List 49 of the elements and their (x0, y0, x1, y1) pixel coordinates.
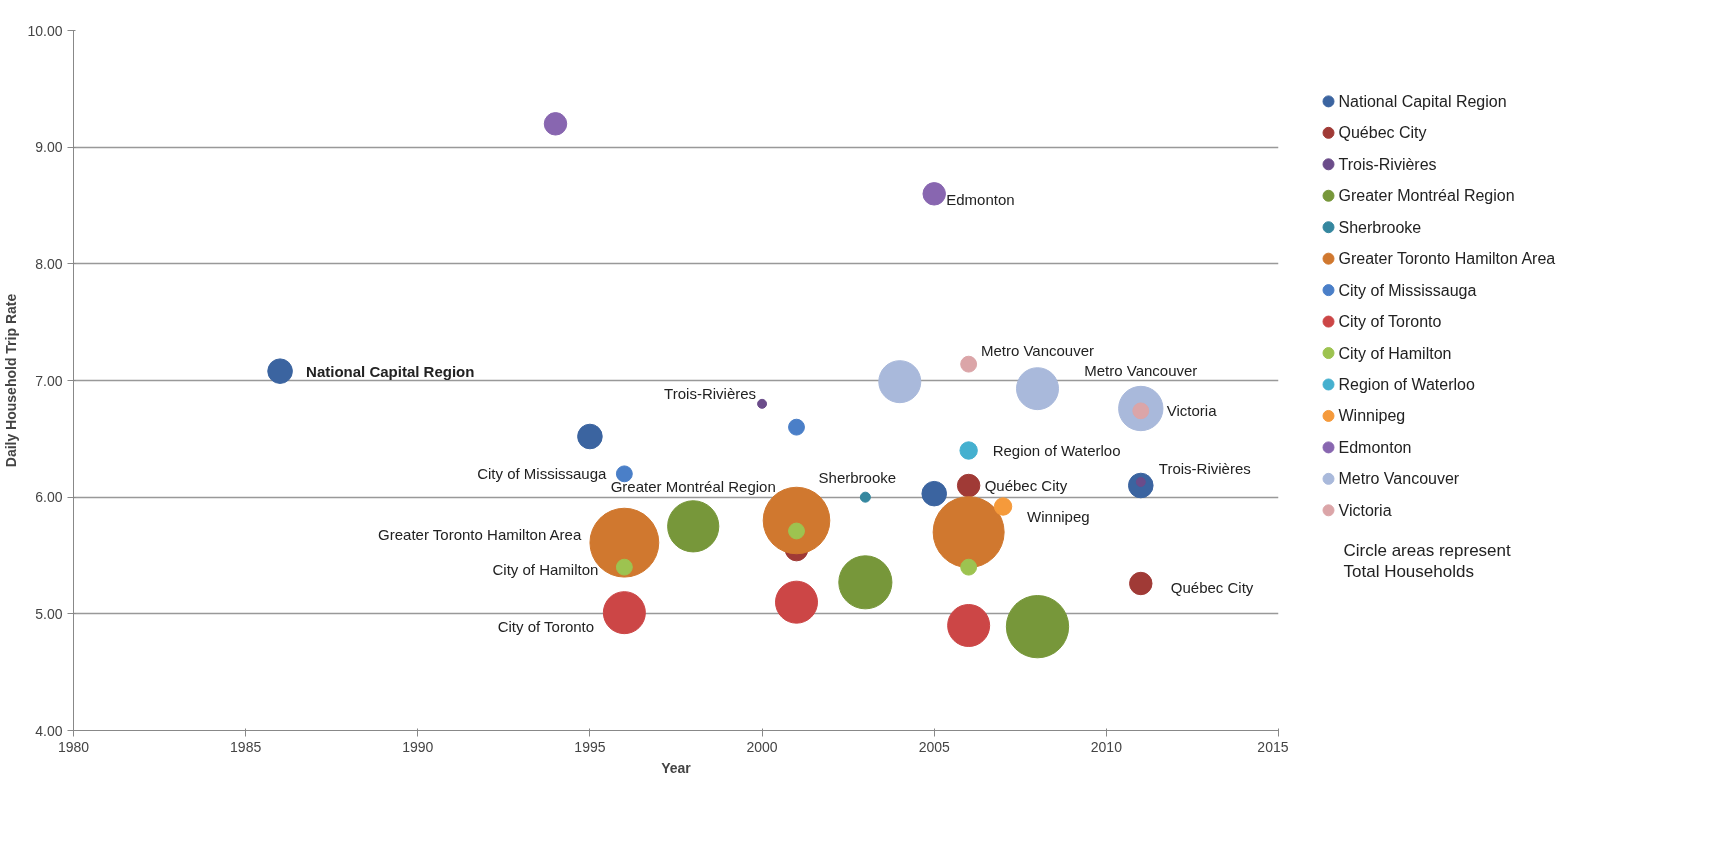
legend-label: City of Hamilton (1338, 344, 1452, 362)
legend-label: City of Mississauga (1338, 281, 1477, 299)
y-tick-label: 8.00 (35, 255, 63, 272)
x-tick-label: 1995 (574, 738, 606, 755)
y-tick-label: 6.00 (35, 489, 63, 506)
x-tick-label: 2005 (918, 738, 950, 755)
legend-label: Trois-Rivières (1338, 155, 1437, 173)
annotation: Greater Montréal Region (610, 477, 776, 495)
annotation: City of Toronto (497, 618, 595, 636)
legend-label: Region of Waterloo (1338, 375, 1475, 393)
legend-label: City of Toronto (1338, 313, 1442, 331)
annotation: City of Mississauga (477, 465, 608, 483)
x-tick-label: 2015 (1257, 738, 1289, 755)
annotation: Region of Waterloo (992, 442, 1121, 459)
x-tick-label: 2010 (1090, 738, 1123, 755)
y-tick-label: 4.00 (35, 722, 63, 739)
legend-label: National Capital Region (1338, 92, 1507, 110)
annotation: Sherbrooke (818, 468, 897, 486)
y-tick-label: 10.00 (27, 22, 63, 39)
annotation: Victoria (1166, 402, 1218, 420)
annotation: Trois-Rivières (664, 385, 757, 403)
legend-label: Sherbrooke (1338, 218, 1422, 236)
x-axis-title: Year (661, 759, 692, 776)
annotation: Greater Toronto Hamilton Area (378, 526, 582, 544)
annotation: Québec City (984, 477, 1068, 494)
annotation: Edmonton (946, 191, 1015, 209)
annotation: National Capital Region (306, 362, 475, 380)
x-tick-label: 1980 (57, 738, 90, 755)
y-tick-label: 5.00 (35, 605, 63, 622)
annotation: Metro Vancouver (980, 342, 1095, 360)
x-tick-label: 2000 (746, 738, 778, 755)
legend-label: Québec City (1338, 124, 1427, 142)
legend-label: Winnipeg (1338, 407, 1406, 425)
legend-label: Metro Vancouver (1338, 470, 1460, 488)
y-tick-label: 9.00 (35, 139, 63, 156)
y-axis-title: Daily Household Trip Rate (3, 293, 20, 468)
legend-label: Edmonton (1338, 438, 1412, 456)
annotation: Metro Vancouver (1084, 362, 1198, 379)
x-tick-label: 1985 (230, 738, 262, 755)
y-tick-label: 7.00 (35, 372, 63, 389)
text: Circle areas represent Total Households (1343, 541, 1512, 582)
annotation: City of Hamilton (492, 560, 599, 578)
x-tick-label: 1990 (402, 738, 434, 755)
annotation: Québec City (1170, 579, 1254, 596)
legend-label: Greater Toronto Hamilton Area (1338, 250, 1556, 268)
legend-label: Victoria (1338, 501, 1392, 519)
legend-label: Greater Montréal Region (1338, 187, 1515, 205)
annotation: Winnipeg (1027, 508, 1090, 525)
annotation: Trois-Rivières (1158, 459, 1251, 477)
